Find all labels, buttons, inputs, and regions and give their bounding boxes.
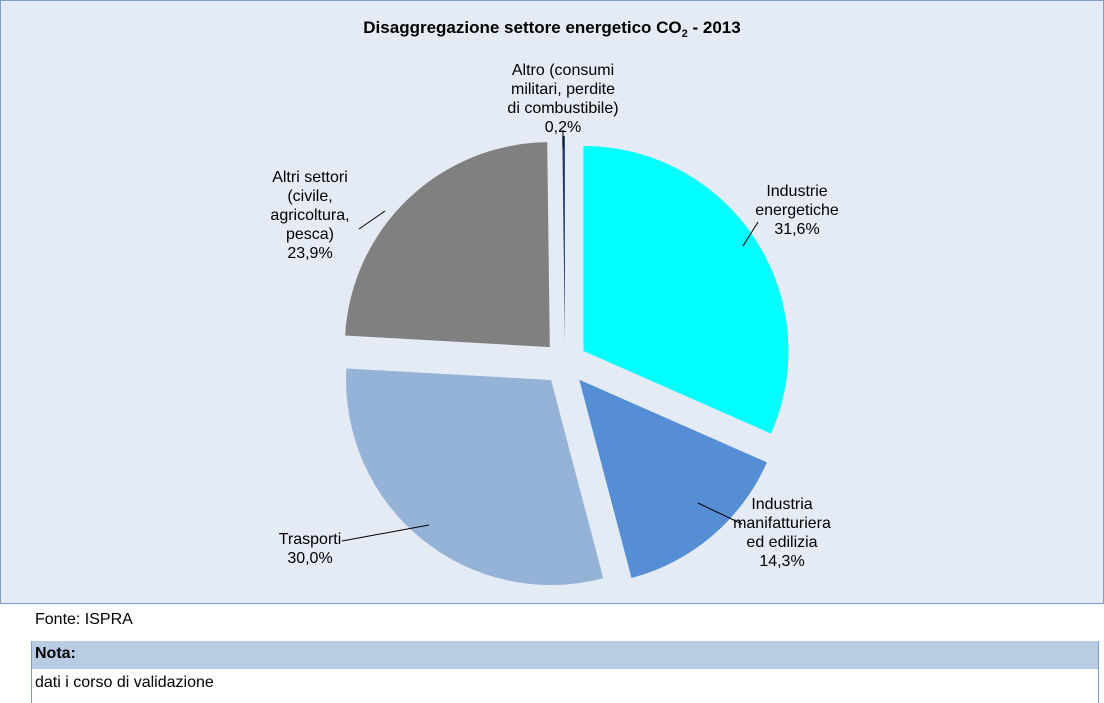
slice-label: Industria manifatturiera ed edilizia 14,3%	[733, 496, 831, 570]
leader-line	[341, 524, 430, 542]
leader-line	[742, 221, 759, 247]
chart-title-main: Disaggregazione settore energetico CO	[363, 18, 682, 37]
slice-altri-settori	[345, 142, 550, 348]
pie-chart: Industrie energetiche 31,6% Industria manifa…	[270, 62, 839, 586]
source-note: Fonte: ISPRA	[35, 611, 133, 628]
left-rule	[31, 641, 32, 703]
slice-altro	[562, 136, 565, 342]
leader-line	[358, 210, 386, 230]
nota-text: dati i corso di validazione	[35, 674, 214, 691]
nota-label: Nota:	[35, 645, 76, 662]
slice-industria-manifatturiera	[579, 379, 767, 578]
nota-bar	[31, 641, 1099, 669]
right-rule	[1098, 641, 1099, 703]
slice-label: Industrie energetiche 31,6%	[755, 183, 839, 238]
slice-label: Trasporti 30,0%	[279, 531, 342, 567]
chart-title-subscript: 2	[681, 28, 688, 40]
chart-title: Disaggregazione settore energetico CO2 -…	[0, 18, 1104, 40]
slice-trasporti	[346, 368, 604, 586]
slice-industrie-energetiche	[583, 145, 789, 434]
leader-line	[697, 502, 743, 525]
slice-label: Altro (consumi militari, perdite di combus…	[507, 62, 618, 136]
slice-label: Altri settori (civile, agricoltura, pesca) 2…	[270, 169, 349, 262]
chart-title-end: - 2013	[687, 18, 741, 37]
